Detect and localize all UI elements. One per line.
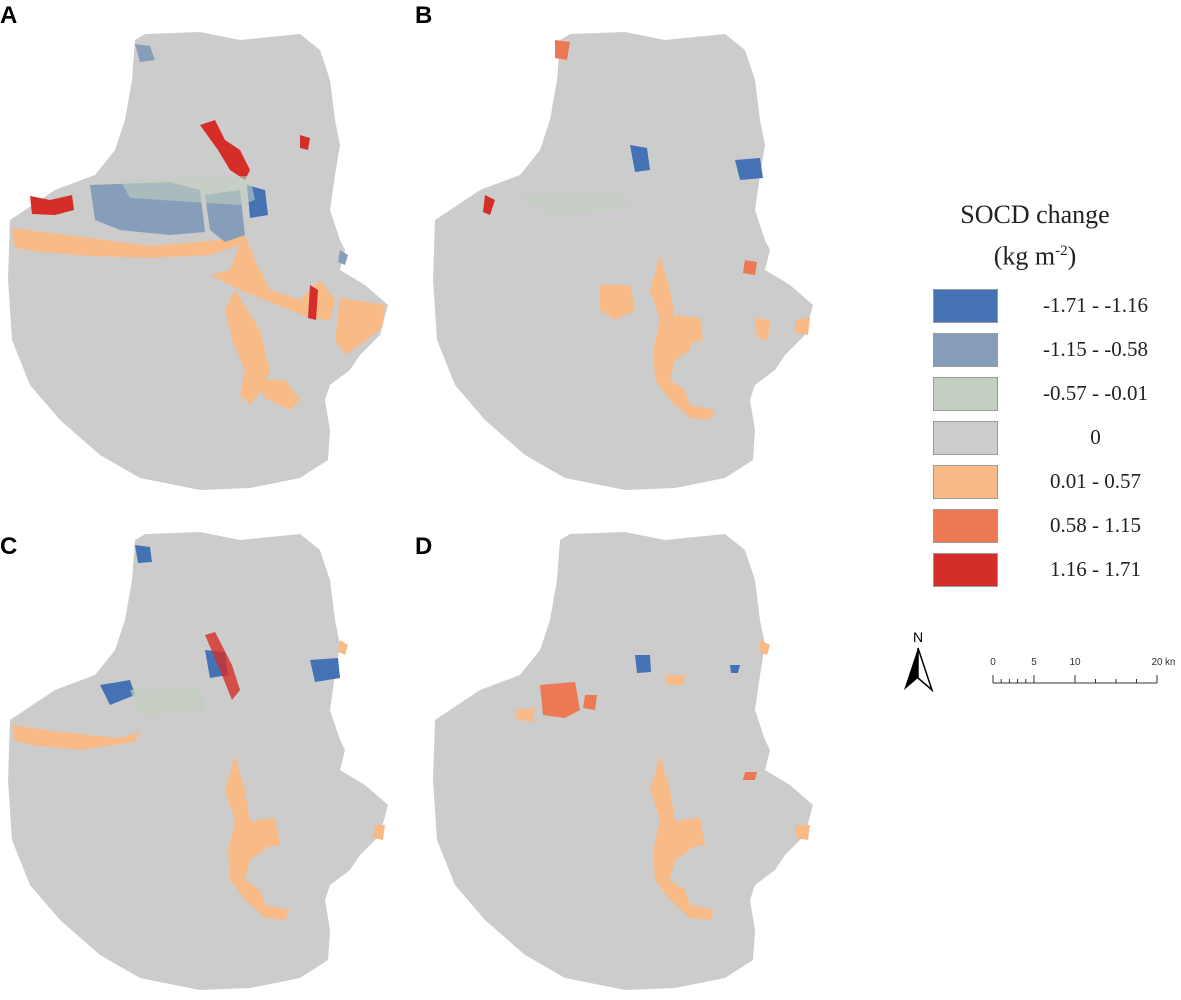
legend-label: -0.57 - -0.01 (1043, 381, 1148, 405)
legend-item: 0.01 - 0.57 (933, 465, 1173, 501)
scale-tick-5: 5 (1031, 657, 1037, 668)
scale-tick-0: 0 (990, 657, 996, 668)
legend-item: 1.16 - 1.71 (933, 553, 1173, 589)
region-outline (8, 532, 388, 990)
change-patches (12, 545, 385, 920)
change-patches (515, 640, 810, 920)
legend-item: 0.58 - 1.15 (933, 509, 1173, 545)
map-panel-c (8, 532, 388, 990)
legend-swatch (933, 333, 998, 367)
legend-title-line2: (kg m-2) (935, 234, 1135, 274)
legend-item: -1.71 - -1.16 (933, 289, 1173, 325)
legend-swatch (933, 421, 998, 455)
legend-label: 1.16 - 1.71 (1050, 557, 1141, 581)
legend-swatch (933, 509, 998, 543)
scale-bar: 0 5 10 20 km (990, 657, 1175, 684)
legend-swatch (933, 377, 998, 411)
legend-label: 0.58 - 1.15 (1050, 513, 1141, 537)
legend-title-unit: (kg m (993, 241, 1056, 271)
map-panel-d (433, 532, 813, 990)
legend-label: 0 (1090, 425, 1101, 449)
legend-swatch (933, 553, 998, 587)
legend-swatch (933, 289, 998, 323)
region-outline (8, 32, 388, 490)
panel-label-a: A (0, 2, 18, 29)
map-panel-a (8, 32, 388, 490)
legend-item: 0 (933, 421, 1173, 457)
panel-label-c: C (0, 533, 18, 560)
legend-label: 0.01 - 0.57 (1050, 469, 1141, 493)
legend-swatch (933, 465, 998, 499)
map-panel-b (433, 32, 813, 490)
region-outline (433, 532, 813, 990)
legend-item: -1.15 - -0.58 (933, 333, 1173, 369)
legend-title-unit-close: ) (1067, 241, 1077, 271)
scale-ticks (992, 675, 1158, 683)
north-arrow-label: N (913, 629, 923, 645)
panel-label-b: B (415, 2, 433, 29)
panel-label-d: D (415, 533, 433, 560)
change-patches (483, 40, 810, 420)
region-outline (433, 32, 813, 490)
legend-title-unit-exponent: -2 (1055, 243, 1068, 259)
scale-tick-10: 10 (1069, 657, 1081, 668)
change-patches (12, 44, 385, 410)
legend-label: -1.15 - -0.58 (1043, 337, 1148, 361)
legend-label: -1.71 - -1.16 (1043, 293, 1148, 317)
legend-title-line1: SOCD change (960, 200, 1110, 229)
north-arrow-icon: N (904, 629, 934, 693)
legend-item: -0.57 - -0.01 (933, 377, 1173, 413)
scale-unit: km (1165, 657, 1175, 668)
scale-tick-20: 20 (1151, 657, 1163, 668)
